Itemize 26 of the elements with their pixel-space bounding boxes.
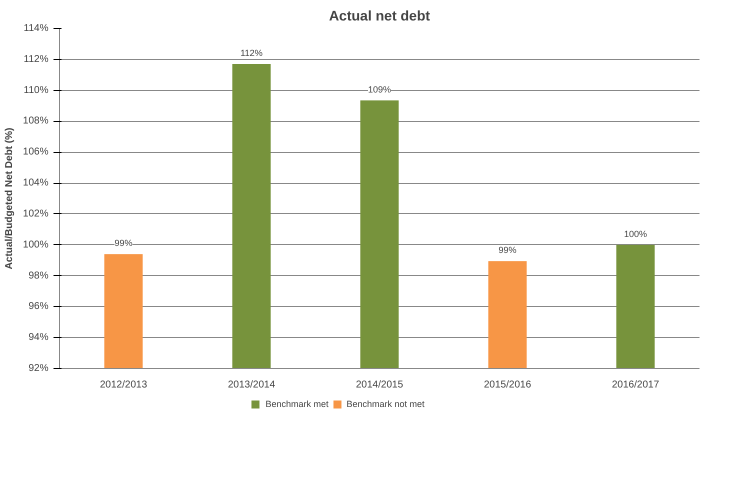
y-tick-label: 110% [24,84,49,96]
data-label: 109% [368,84,392,94]
data-label: 99% [114,238,133,248]
x-tick-label: 2016/2017 [612,380,660,390]
y-tick-label: 104% [22,178,49,189]
legend-label: Benchmark met [265,399,328,409]
y-tick-label: 106% [22,146,49,158]
data-label: 112% [240,48,263,58]
y-tick-label: 112% [24,54,49,65]
y-tick-label: 100% [22,239,49,250]
y-tick-label: 102% [22,208,49,220]
y-tick-label: 92% [28,363,49,374]
x-tick-label: 2012/2013 [100,380,148,390]
data-label: 99% [498,245,517,256]
y-tick-label: 94% [28,332,49,344]
x-tick-label: 2014/2015 [356,380,404,390]
x-tick-label: 2013/2014 [228,380,276,390]
x-tick-label: 2015/2016 [484,380,532,390]
y-tick-label: 96% [28,301,49,312]
y-axis-title: Actual/Budgeted Net Debt (%) [4,128,15,270]
y-tick-label: 114% [24,23,49,34]
chart-title: Actual net debt [328,8,430,24]
data-label: 100% [624,228,648,239]
y-tick-label: 108% [22,116,49,127]
legend-label: Benchmark not met [346,399,425,409]
y-tick-label: 98% [28,270,49,282]
